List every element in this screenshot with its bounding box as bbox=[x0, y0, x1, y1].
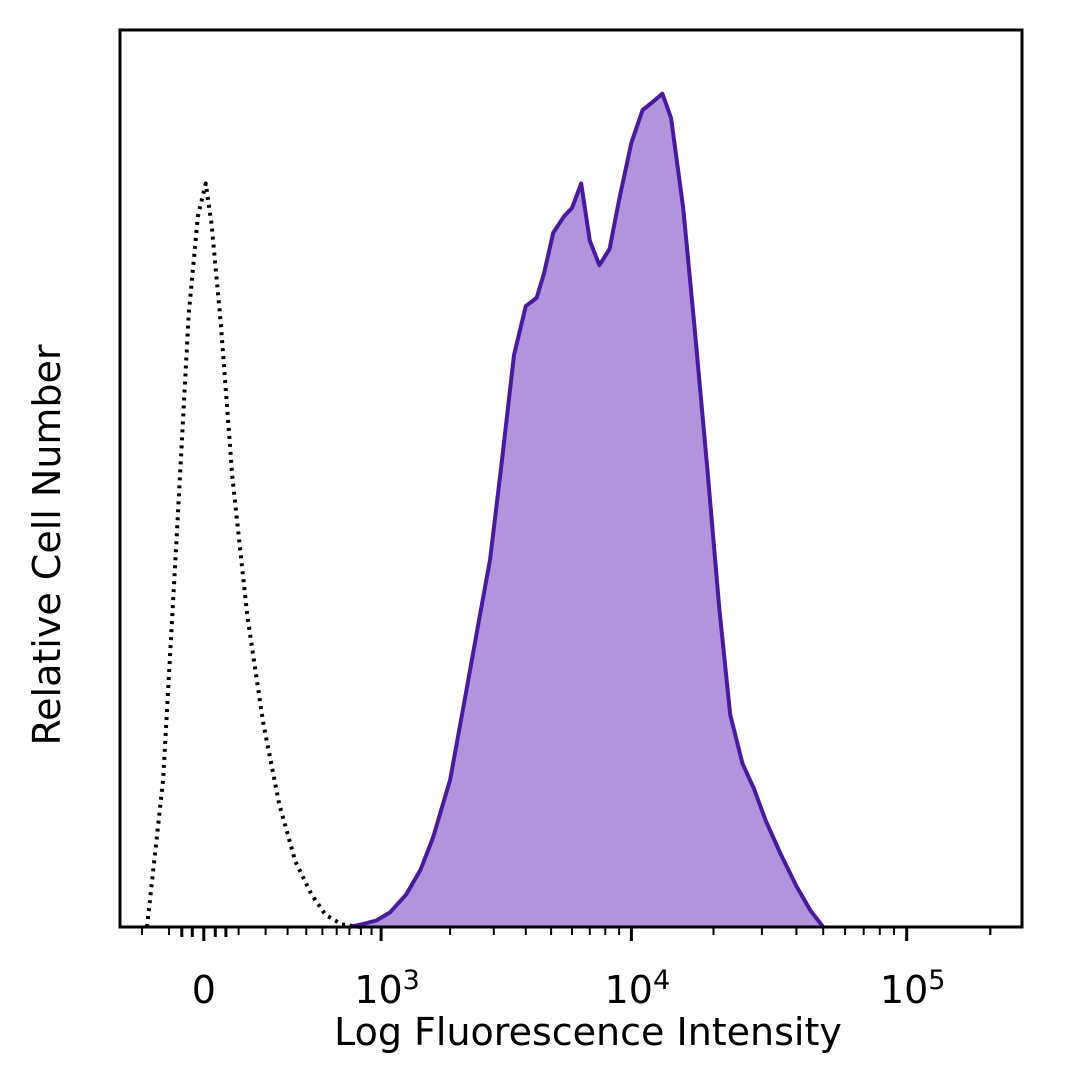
x-tick-label-2: 104 bbox=[605, 965, 671, 1012]
y-axis-title: Relative Cell Number bbox=[25, 344, 69, 745]
x-axis-tick-labels: 0 103 104 105 bbox=[192, 965, 946, 1012]
series-1-fill bbox=[349, 93, 824, 927]
series-0-line bbox=[145, 181, 362, 929]
x-axis-title: Log Fluorescence Intensity bbox=[334, 1010, 842, 1054]
x-axis-ticks bbox=[141, 927, 992, 941]
series-1-line bbox=[348, 91, 825, 929]
x-tick-label-1: 103 bbox=[354, 965, 420, 1012]
series-layer bbox=[145, 91, 825, 929]
x-tick-label-0: 0 bbox=[192, 968, 216, 1012]
x-tick-label-3: 105 bbox=[880, 965, 946, 1012]
